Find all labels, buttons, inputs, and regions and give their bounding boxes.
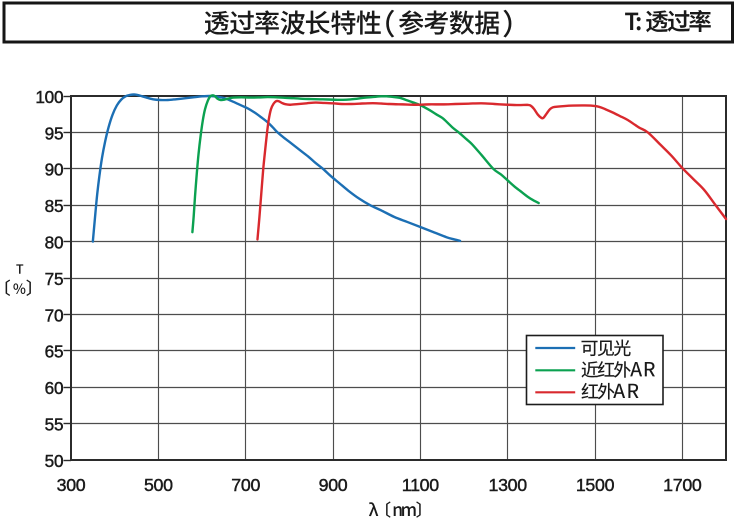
svg-text:700: 700 — [231, 475, 260, 495]
svg-text:65: 65 — [45, 342, 64, 362]
svg-text:90: 90 — [45, 160, 64, 180]
svg-text:70: 70 — [45, 305, 64, 325]
svg-text:85: 85 — [45, 196, 64, 216]
svg-text:1300: 1300 — [488, 475, 527, 495]
svg-text:55: 55 — [45, 415, 64, 435]
svg-text:900: 900 — [319, 475, 348, 495]
svg-text:100: 100 — [35, 87, 63, 107]
svg-text:75: 75 — [45, 269, 64, 289]
svg-text:60: 60 — [45, 378, 64, 398]
svg-text:300: 300 — [57, 475, 86, 495]
svg-text:95: 95 — [45, 123, 64, 143]
svg-text:500: 500 — [144, 475, 173, 495]
svg-text:1700: 1700 — [663, 475, 702, 495]
svg-text:50: 50 — [45, 451, 64, 471]
svg-text:80: 80 — [45, 233, 64, 253]
svg-text:1100: 1100 — [402, 475, 439, 495]
svg-text:1500: 1500 — [576, 475, 615, 495]
